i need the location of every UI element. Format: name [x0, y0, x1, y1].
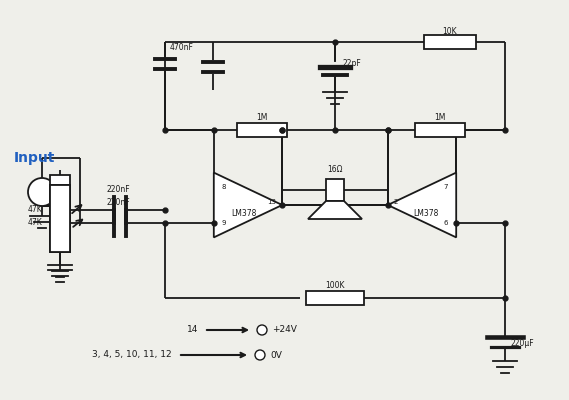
Text: 6: 6 — [443, 220, 448, 226]
Text: 8: 8 — [222, 184, 226, 190]
Circle shape — [257, 325, 267, 335]
Text: LM378: LM378 — [232, 208, 257, 218]
Text: 14: 14 — [187, 326, 198, 334]
Text: 220μF: 220μF — [511, 338, 535, 348]
Text: 3, 4, 5, 10, 11, 12: 3, 4, 5, 10, 11, 12 — [92, 350, 172, 360]
Bar — [306, 291, 364, 305]
Circle shape — [255, 350, 265, 360]
Text: 13: 13 — [267, 199, 276, 205]
Text: 1M: 1M — [434, 114, 446, 122]
Text: 2: 2 — [394, 199, 398, 205]
Text: 9: 9 — [222, 220, 226, 226]
Polygon shape — [214, 173, 282, 238]
Bar — [50, 185, 70, 252]
Text: 100K: 100K — [325, 282, 345, 290]
Text: 470nF: 470nF — [170, 42, 194, 52]
Text: 220nF: 220nF — [106, 198, 130, 207]
Text: 0V: 0V — [270, 350, 282, 360]
Text: 47K: 47K — [27, 218, 42, 227]
Text: 10K: 10K — [443, 28, 457, 36]
Polygon shape — [308, 201, 362, 219]
Text: +24V: +24V — [272, 326, 297, 334]
Text: 22pF: 22pF — [343, 60, 362, 68]
Text: 7: 7 — [443, 184, 448, 190]
Bar — [415, 123, 465, 137]
Text: 47K: 47K — [27, 206, 42, 214]
Text: 1M: 1M — [256, 114, 267, 122]
Circle shape — [28, 178, 56, 206]
Polygon shape — [388, 173, 456, 238]
Bar — [326, 179, 344, 201]
Bar — [237, 123, 287, 137]
Text: Input: Input — [14, 151, 55, 165]
Text: 220nF: 220nF — [106, 186, 130, 194]
Text: 16Ω: 16Ω — [327, 164, 343, 174]
Bar — [50, 175, 70, 245]
Bar — [50, 185, 70, 252]
Bar — [424, 35, 476, 49]
Text: LM378: LM378 — [413, 208, 439, 218]
